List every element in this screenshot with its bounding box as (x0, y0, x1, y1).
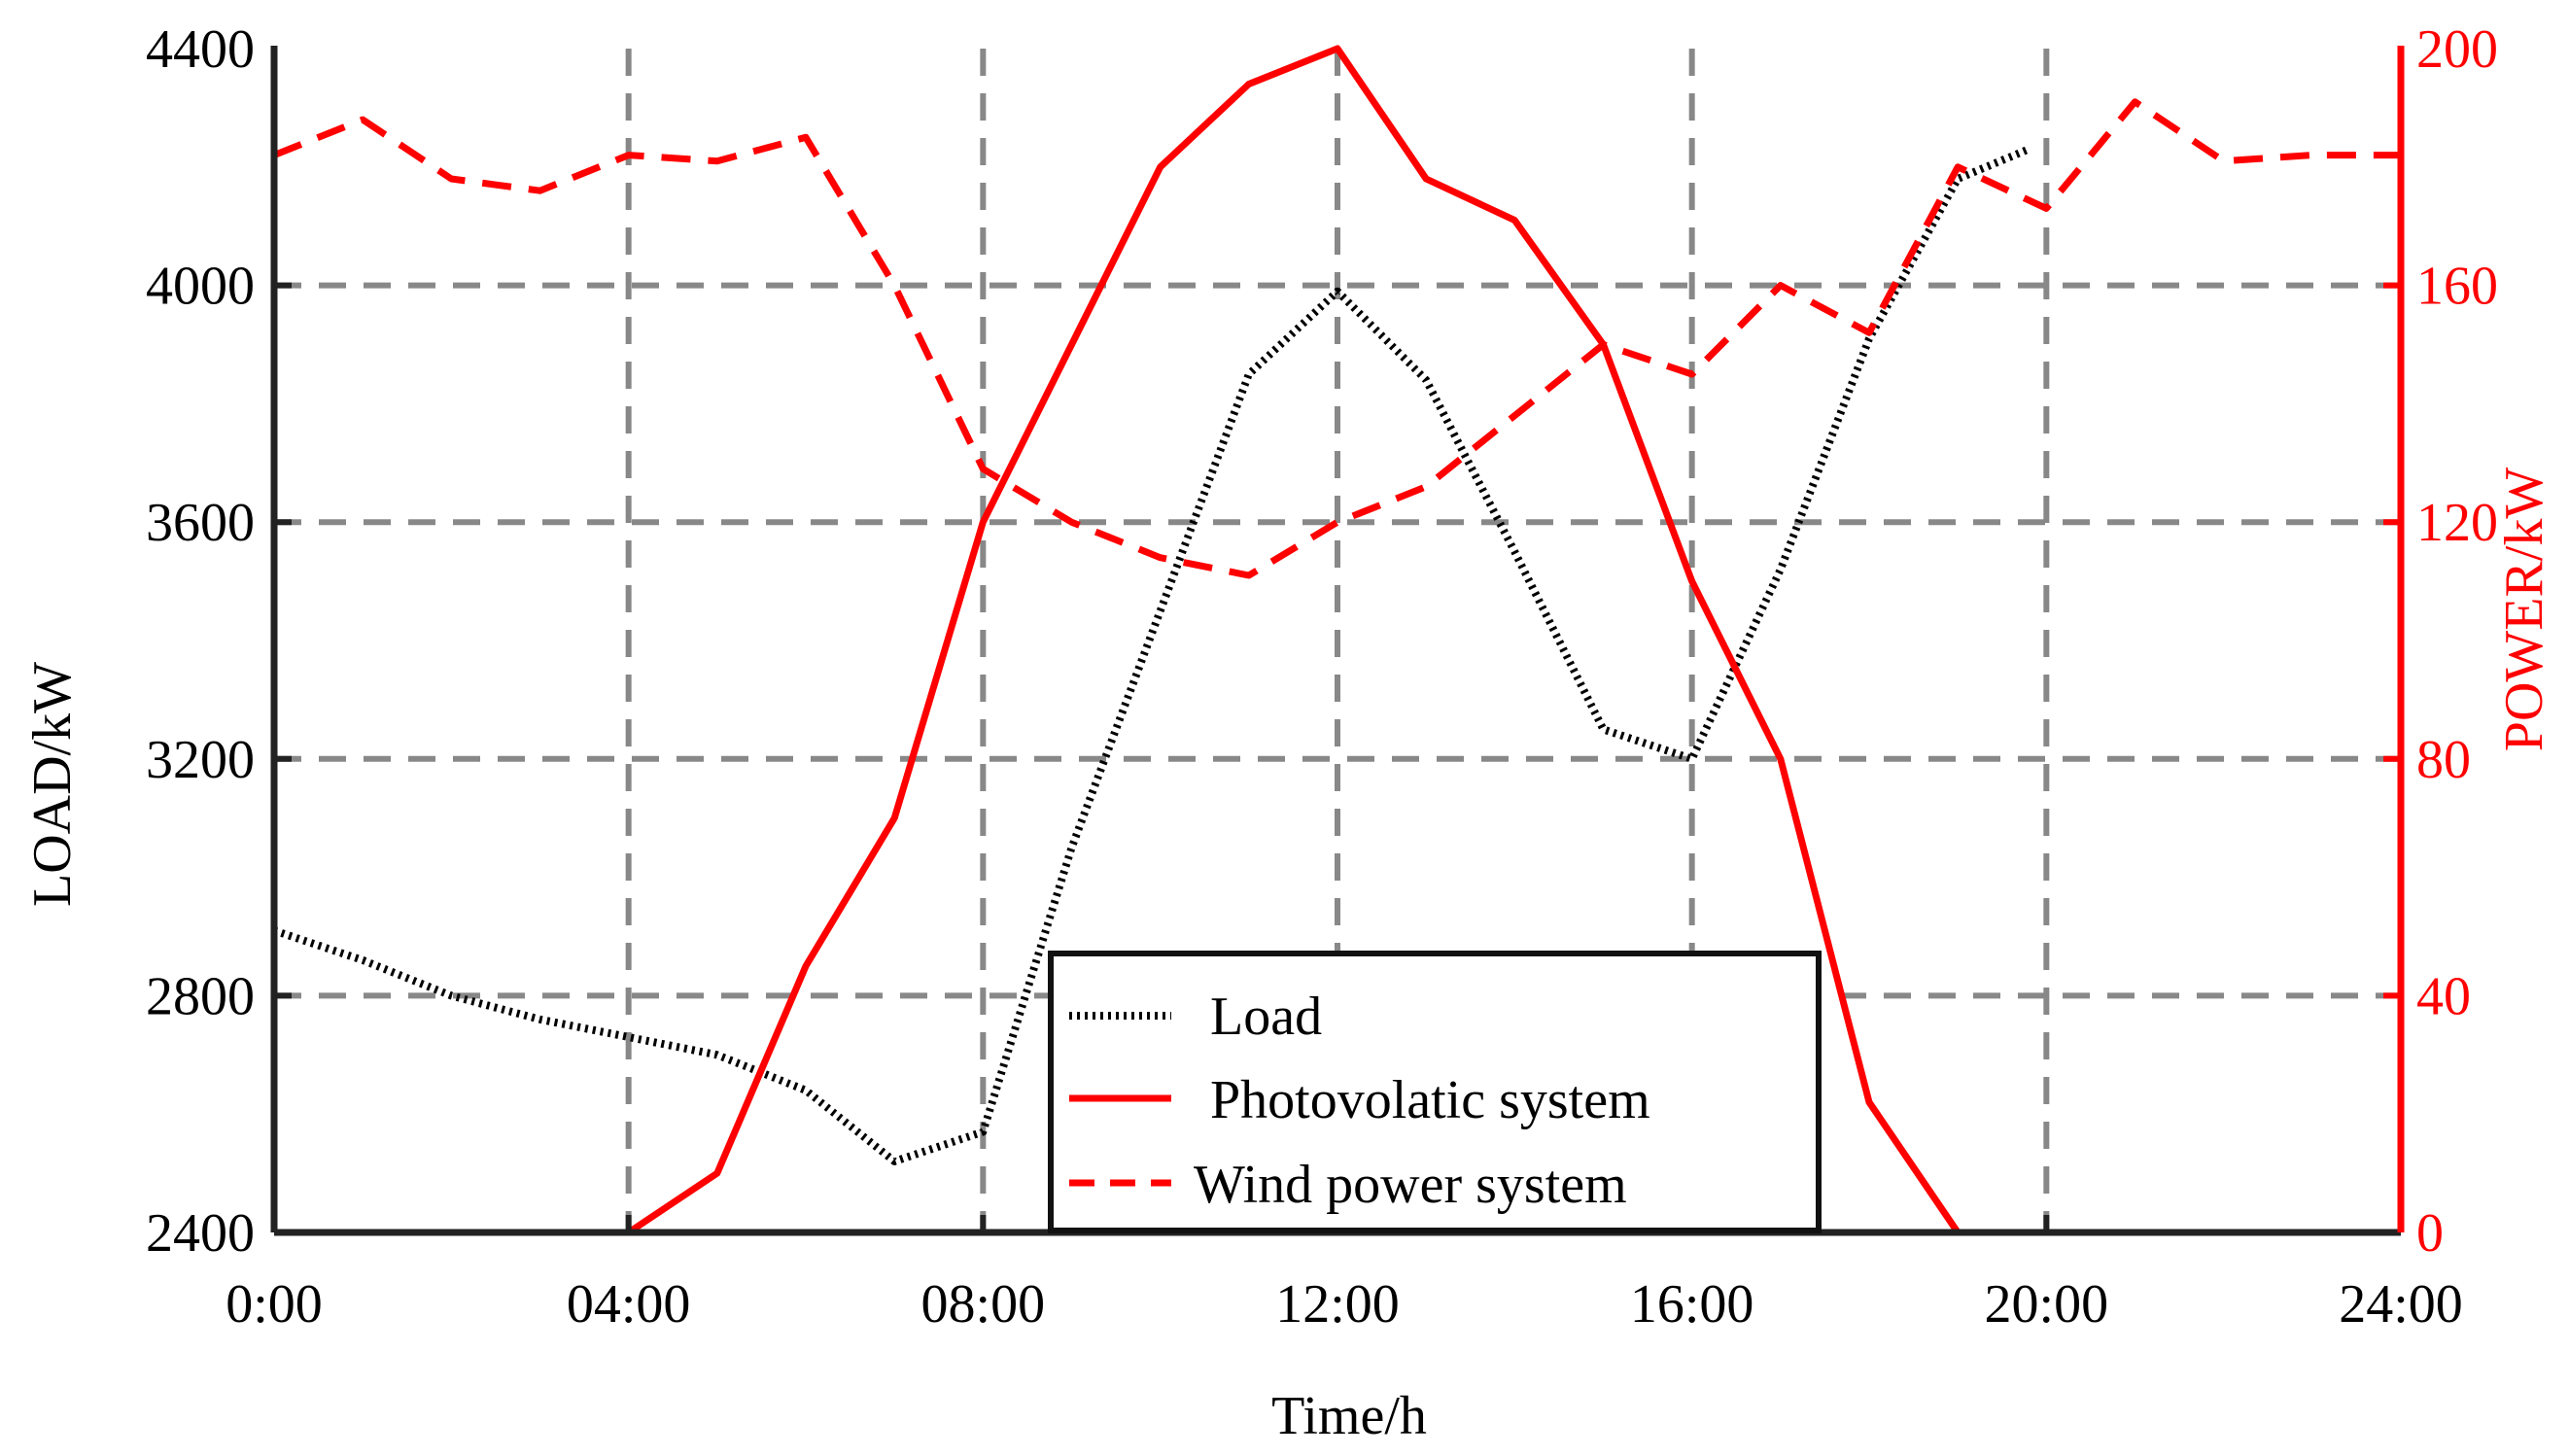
legend-box (1048, 951, 1822, 1233)
y-axis-left-title: LOAD/kW (22, 662, 83, 907)
y-left-tick-label: 2800 (146, 966, 255, 1026)
y-right-tick-label: 160 (2416, 257, 2498, 317)
series-layer (272, 45, 2401, 1236)
legend-label-photovoltaic: Photovolatic system (1210, 1070, 1650, 1130)
load-series-line (272, 145, 2031, 1165)
y-left-tick-label: 3200 (146, 730, 255, 790)
y-right-tick-label: 120 (2416, 493, 2498, 553)
y-right-tick-label: 0 (2416, 1203, 2444, 1264)
legend-label-wind: Wind power system (1194, 1155, 1627, 1215)
y-left-tick-label: 4000 (146, 257, 255, 317)
wind-power-series-line (272, 98, 2401, 579)
y-axis-right-title: POWER/kW (2494, 468, 2554, 752)
y-left-tick-label: 4400 (146, 19, 255, 80)
x-tick-label: 08:00 (921, 1274, 1046, 1335)
y-right-tick-label: 200 (2416, 19, 2498, 80)
x-tick-label: 20:00 (1985, 1274, 2109, 1335)
x-axis-title: Time/h (1271, 1386, 1427, 1446)
x-tick-label: 0:00 (226, 1274, 323, 1335)
ticks-layer: 0:00 04:00 08:00 12:00 16:00 20:00 24:00 2400 28… (146, 19, 2498, 1335)
y-left-tick-label: 2400 (146, 1203, 255, 1264)
y-right-tick-label: 80 (2416, 730, 2471, 790)
y-left-tick-label: 3600 (146, 493, 255, 553)
x-tick-label: 24:00 (2339, 1274, 2463, 1335)
y-right-tick-label: 40 (2416, 966, 2471, 1026)
x-tick-label: 04:00 (567, 1274, 691, 1335)
legend: Load Photovolatic system Wind power syst… (1048, 951, 1822, 1233)
x-tick-label: 16:00 (1630, 1274, 1754, 1335)
x-tick-label: 12:00 (1275, 1274, 1400, 1335)
photovoltaic-series-line (363, 45, 2224, 1236)
legend-label-load: Load (1210, 987, 1322, 1047)
